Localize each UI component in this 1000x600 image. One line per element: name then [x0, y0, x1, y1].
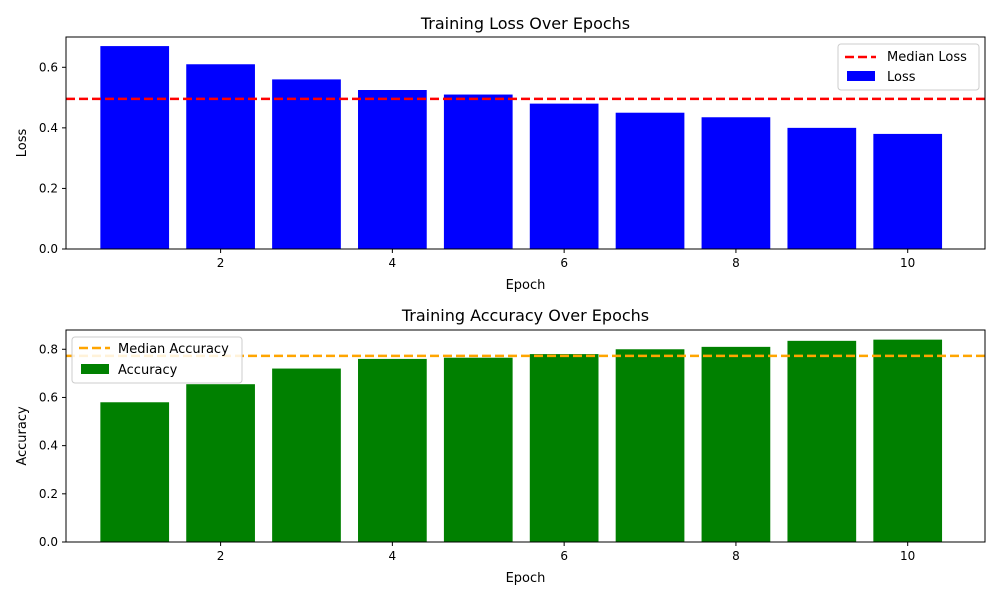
loss-bar-epoch-5: [443, 94, 513, 249]
loss-bar-epoch-2: [186, 64, 255, 249]
loss-bar-epoch-3: [272, 79, 341, 250]
loss-ticks: 2 4 6 8 10 0.0 0.2 0.4 0.6: [39, 60, 915, 270]
accuracy-bars: [100, 339, 943, 542]
accuracy-x-tick-label: 2: [217, 549, 225, 563]
accuracy-x-tick-label: 6: [560, 549, 568, 563]
accuracy-x-tick-label: 8: [732, 549, 740, 563]
accuracy-x-tick-label: 10: [900, 549, 915, 563]
accuracy-bar-epoch-7: [615, 349, 685, 542]
median-accuracy-legend-label: Median Accuracy: [118, 342, 229, 357]
loss-legend: Median Loss Loss: [837, 43, 980, 91]
loss-y-tick-label: 0.0: [39, 242, 58, 256]
loss-bar-epoch-6: [529, 103, 599, 249]
loss-y-tick-label: 0.2: [39, 181, 58, 195]
accuracy-plot-frame: [65, 329, 986, 543]
accuracy-bar-epoch-4: [358, 358, 427, 542]
loss-y-axis-label: Loss: [15, 129, 30, 158]
accuracy-bar-epoch-8: [701, 346, 771, 542]
loss-x-axis-label: Epoch: [506, 278, 546, 293]
accuracy-chart-title: Training Accuracy Over Epochs: [401, 306, 649, 325]
median-loss-legend-label: Median Loss: [887, 50, 967, 65]
loss-y-tick-label: 0.6: [39, 60, 58, 74]
accuracy-y-tick-label: 0.8: [39, 342, 58, 356]
accuracy-bar-epoch-3: [272, 368, 341, 542]
loss-bar-epoch-10: [873, 133, 943, 249]
loss-legend-swatch: [847, 71, 875, 81]
accuracy-bar-epoch-1: [100, 402, 170, 542]
loss-y-tick-label: 0.4: [39, 121, 58, 135]
loss-bar-epoch-4: [358, 90, 427, 249]
accuracy-bar-epoch-6: [529, 354, 599, 542]
loss-x-tick-label: 6: [560, 256, 568, 270]
loss-legend-label: Loss: [887, 70, 916, 85]
accuracy-y-tick-label: 0.0: [39, 535, 58, 549]
loss-bar-epoch-8: [701, 117, 771, 249]
accuracy-bar-epoch-5: [443, 357, 513, 542]
loss-x-tick-label: 2: [217, 256, 225, 270]
accuracy-legend-swatch: [81, 364, 109, 374]
loss-bar-epoch-9: [787, 127, 857, 249]
loss-bar-epoch-7: [615, 112, 685, 250]
accuracy-x-tick-label: 4: [389, 549, 397, 563]
accuracy-y-tick-label: 0.2: [39, 487, 58, 501]
loss-bar-epoch-1: [100, 46, 170, 250]
loss-x-tick-label: 4: [389, 256, 397, 270]
accuracy-legend-box: [71, 336, 243, 384]
accuracy-chart: Training Accuracy Over Epochs Epoch Accu…: [15, 306, 986, 586]
accuracy-legend-label: Accuracy: [118, 363, 178, 378]
accuracy-bar-epoch-9: [787, 340, 857, 542]
loss-x-tick-label: 10: [900, 256, 915, 270]
loss-x-tick-label: 8: [732, 256, 740, 270]
accuracy-legend: Median Accuracy Accuracy: [71, 336, 243, 384]
accuracy-x-axis-label: Epoch: [506, 571, 546, 586]
loss-bars: [100, 46, 943, 250]
loss-chart: Training Loss Over Epochs Epoch Loss 2 4 6…: [15, 14, 986, 293]
accuracy-ticks: 2 4 6 8 10 0.0 0.2 0.4 0.6 0.8: [39, 342, 915, 563]
loss-chart-title: Training Loss Over Epochs: [420, 14, 630, 33]
accuracy-y-tick-label: 0.6: [39, 390, 58, 404]
accuracy-bar-epoch-2: [186, 384, 255, 542]
loss-plot-frame: [65, 36, 986, 250]
accuracy-y-axis-label: Accuracy: [15, 406, 30, 466]
accuracy-bar-epoch-10: [873, 339, 943, 542]
accuracy-y-tick-label: 0.4: [39, 439, 58, 453]
